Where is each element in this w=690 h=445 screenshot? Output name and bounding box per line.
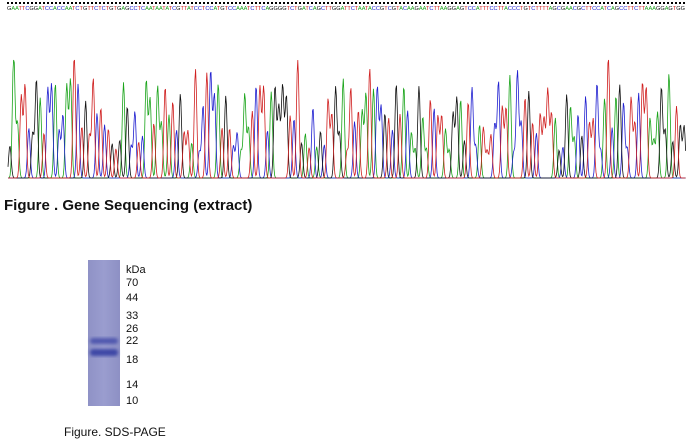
marker-label: 44 bbox=[126, 292, 138, 304]
marker-label: kDa bbox=[126, 264, 146, 276]
gel-lane bbox=[88, 260, 120, 406]
marker-label: 22 bbox=[126, 335, 138, 347]
sequence-text: GAATTCGGATCCACCAATCTGTTCTCTGTGAGCCTCAATA… bbox=[7, 6, 685, 12]
marker-label: 14 bbox=[126, 379, 138, 391]
marker-label: 18 bbox=[126, 354, 138, 366]
marker-label: 33 bbox=[126, 310, 138, 322]
chromatogram bbox=[7, 59, 686, 179]
trace bbox=[8, 59, 686, 179]
marker-label: 70 bbox=[126, 277, 138, 289]
marker-label: 26 bbox=[126, 323, 138, 335]
trace bbox=[7, 59, 686, 179]
gel-bands bbox=[90, 338, 118, 356]
marker-label: 10 bbox=[126, 395, 138, 407]
sequencing-caption: Figure . Gene Sequencing (extract) bbox=[4, 197, 252, 214]
sds-page-caption: Figure. SDS-PAGE bbox=[64, 425, 166, 439]
